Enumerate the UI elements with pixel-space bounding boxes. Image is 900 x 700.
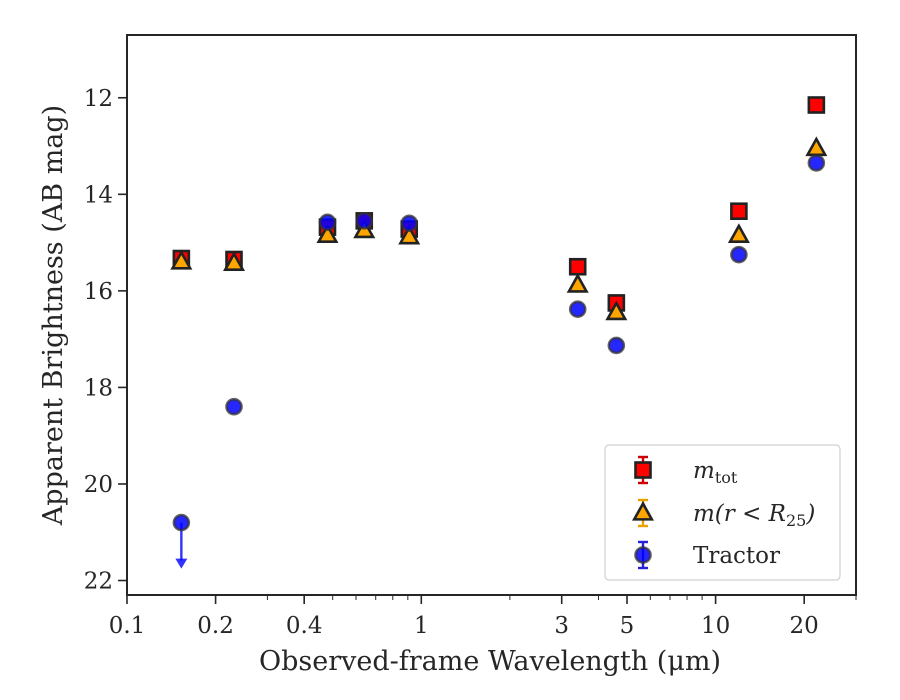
series-triangle <box>170 136 828 321</box>
x-tick-label: 0.1 <box>109 613 146 639</box>
y-tick-label: 18 <box>84 375 113 401</box>
data-point <box>172 513 191 532</box>
legend-entry-label: m(r < R25) <box>693 501 815 530</box>
series-circle <box>172 154 826 569</box>
data-point <box>398 224 421 245</box>
y-tick-label: 22 <box>84 569 113 595</box>
data-point <box>400 214 419 233</box>
data-point <box>225 397 243 416</box>
data-point <box>607 336 626 355</box>
data-point <box>727 223 750 244</box>
data-point <box>730 202 748 221</box>
legend-marker <box>634 461 652 479</box>
data-point <box>355 212 374 230</box>
data-point <box>568 257 587 276</box>
y-tick-label: 16 <box>84 279 113 305</box>
data-markers <box>170 96 828 569</box>
data-point <box>568 300 587 319</box>
x-tick-label: 1 <box>414 613 429 639</box>
legend-marker <box>631 500 655 521</box>
data-point <box>605 300 628 321</box>
legend: mtot m(r < R25) Tractor <box>604 444 841 581</box>
y-tick-label: 14 <box>84 182 113 208</box>
x-tick-label: 5 <box>620 613 635 639</box>
x-tick-label: 0.2 <box>197 613 234 639</box>
data-point <box>730 245 748 264</box>
data-point <box>222 251 246 272</box>
legend-box <box>604 444 841 581</box>
data-point <box>807 154 826 172</box>
data-point <box>170 249 193 270</box>
plot-frame <box>126 34 857 596</box>
upper-limit-arrowhead <box>175 558 188 569</box>
data-point <box>566 272 589 293</box>
plot-area <box>126 34 857 596</box>
x-tick-label: 3 <box>554 613 569 639</box>
data-point <box>807 96 826 114</box>
legend-marker <box>634 546 652 564</box>
legend-entry-label: mtot <box>693 458 738 487</box>
data-point <box>316 223 339 244</box>
y-axis: 12 14 16 18 20 22 <box>84 86 127 595</box>
x-tick-label: 20 <box>790 613 819 639</box>
x-axis-label: Observed-frame Wavelength (μm) <box>259 646 721 677</box>
x-axis: 0.1 0.2 0.4 1 3 5 10 20 <box>109 595 857 639</box>
x-tick-label: 0.4 <box>286 613 323 639</box>
y-axis-label: Apparent Brightness (AB mag) <box>38 105 69 526</box>
x-tick-label: 10 <box>701 613 730 639</box>
y-tick-label: 20 <box>84 472 113 498</box>
y-tick-label: 12 <box>84 86 113 112</box>
legend-entry-label: Tractor <box>693 543 780 569</box>
data-point <box>318 213 337 232</box>
